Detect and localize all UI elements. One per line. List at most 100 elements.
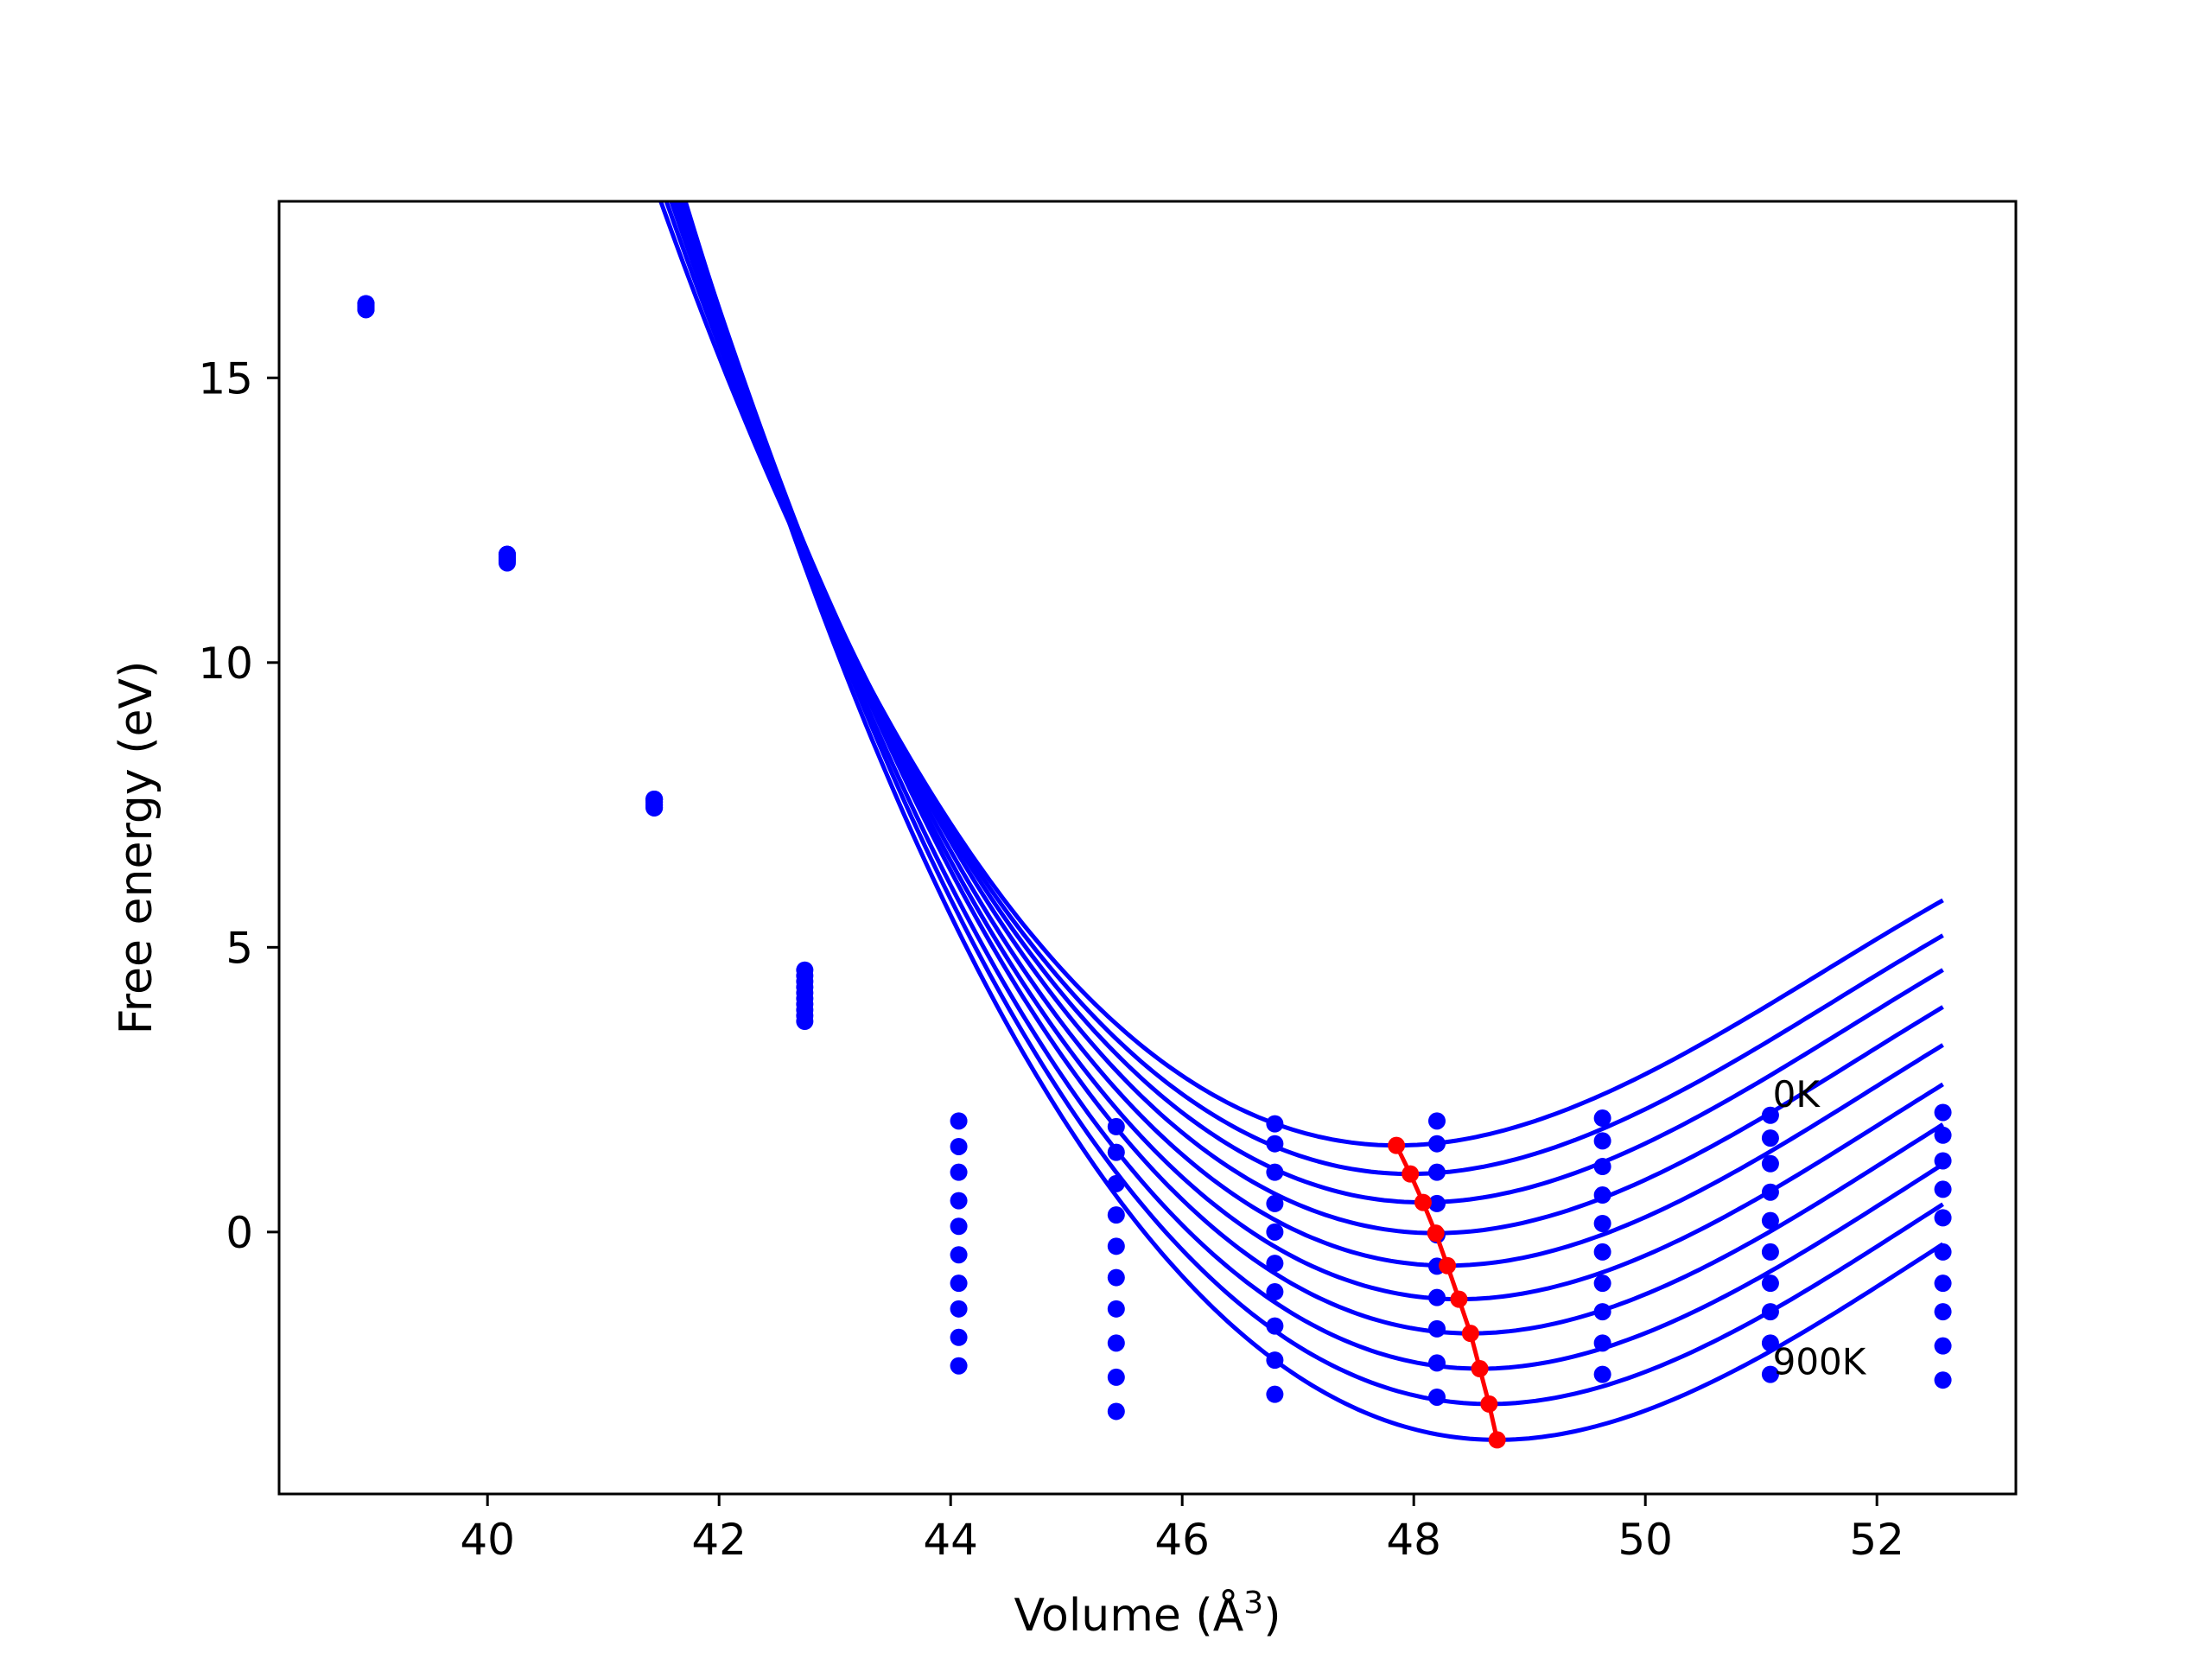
minimum-point bbox=[1414, 1193, 1432, 1211]
data-point-600K bbox=[950, 1274, 968, 1293]
fit-curve-900K bbox=[683, 201, 1944, 1442]
data-point-100K bbox=[1428, 1135, 1446, 1153]
x-tick-label: 40 bbox=[460, 1515, 515, 1565]
data-point-900K bbox=[498, 554, 516, 572]
fit-curve-100K bbox=[664, 201, 1944, 1177]
data-points bbox=[357, 295, 1952, 1421]
minimum-point bbox=[1480, 1395, 1498, 1413]
fit-curve-700K bbox=[682, 201, 1944, 1371]
data-point-0K bbox=[1934, 1103, 1952, 1122]
x-axis-label: Volume (Å3) bbox=[1014, 1586, 1281, 1642]
fit-curve-400K bbox=[676, 201, 1944, 1268]
y-tick-label: 15 bbox=[198, 353, 253, 404]
fit-curve-800K bbox=[683, 201, 1944, 1407]
fit-curve-200K bbox=[669, 201, 1944, 1205]
plot-frame bbox=[277, 200, 2018, 1496]
minimum-point bbox=[1439, 1256, 1457, 1274]
data-point-200K bbox=[1593, 1158, 1611, 1176]
data-point-500K bbox=[1593, 1243, 1611, 1261]
y-axis-label: Free energy (eV) bbox=[111, 661, 162, 1035]
plot-area bbox=[357, 201, 1952, 1449]
x-tick-label: 46 bbox=[1154, 1515, 1210, 1565]
data-point-200K bbox=[1428, 1163, 1446, 1181]
minimum-point bbox=[1488, 1431, 1506, 1449]
data-point-0K bbox=[1761, 1106, 1779, 1124]
data-point-800K bbox=[950, 1328, 968, 1346]
data-point-300K bbox=[1428, 1194, 1446, 1212]
data-point-0K bbox=[1593, 1109, 1611, 1128]
data-point-600K bbox=[1761, 1274, 1779, 1293]
y-axis-ticks: 0 5 10 15 bbox=[198, 353, 279, 1258]
x-axis-ticks: 40 42 44 46 48 50 52 bbox=[460, 1494, 1904, 1565]
data-point-700K bbox=[1761, 1303, 1779, 1321]
data-point-400K bbox=[1107, 1237, 1125, 1255]
data-point-200K bbox=[1266, 1163, 1284, 1181]
y-tick-label: 0 bbox=[226, 1208, 253, 1258]
annotation-900K: 900K bbox=[1773, 1341, 1867, 1383]
data-point-500K bbox=[1934, 1243, 1952, 1261]
data-point-200K bbox=[950, 1163, 968, 1181]
data-point-200K bbox=[1107, 1174, 1125, 1192]
data-point-0K bbox=[1428, 1112, 1446, 1130]
x-axis-label-superscript: 3 bbox=[1243, 1586, 1263, 1621]
x-tick-label: 42 bbox=[691, 1515, 747, 1565]
minimum-point bbox=[1402, 1165, 1420, 1183]
data-point-800K bbox=[1934, 1337, 1952, 1355]
fit-curve-300K bbox=[673, 201, 1944, 1236]
data-point-0K bbox=[950, 1112, 968, 1130]
y-tick-label: 10 bbox=[198, 639, 253, 689]
annotations: 0K 900K bbox=[1773, 1073, 1867, 1383]
data-point-700K bbox=[1934, 1303, 1952, 1321]
minimum-point bbox=[1461, 1325, 1479, 1343]
data-point-600K bbox=[1428, 1288, 1446, 1306]
data-point-700K bbox=[1428, 1319, 1446, 1338]
fit-curve-600K bbox=[682, 201, 1944, 1336]
x-tick-label: 52 bbox=[1849, 1515, 1904, 1565]
fit-curve-0K bbox=[658, 201, 1944, 1148]
data-point-600K bbox=[1266, 1283, 1284, 1301]
x-tick-label: 48 bbox=[1386, 1515, 1441, 1565]
data-point-900K bbox=[1761, 1365, 1779, 1383]
data-point-200K bbox=[1934, 1152, 1952, 1170]
data-point-900K bbox=[796, 1013, 814, 1031]
annotation-0K: 0K bbox=[1773, 1073, 1821, 1116]
minimum-point bbox=[1388, 1136, 1406, 1154]
data-point-800K bbox=[1761, 1334, 1779, 1352]
data-point-900K bbox=[1266, 1385, 1284, 1403]
data-point-800K bbox=[1266, 1351, 1284, 1370]
data-point-0K bbox=[1107, 1117, 1125, 1135]
data-point-900K bbox=[1934, 1371, 1952, 1389]
x-tick-label: 44 bbox=[923, 1515, 978, 1565]
data-point-900K bbox=[950, 1357, 968, 1375]
fit-curves bbox=[658, 201, 1944, 1442]
data-point-900K bbox=[357, 301, 375, 319]
minimum-curve bbox=[1388, 1136, 1506, 1449]
fit-curve-500K bbox=[679, 201, 1944, 1302]
data-point-700K bbox=[1266, 1317, 1284, 1335]
data-point-300K bbox=[950, 1192, 968, 1210]
minimum-point bbox=[1450, 1290, 1468, 1308]
minimum-point bbox=[1471, 1360, 1489, 1378]
y-tick-label: 5 bbox=[226, 923, 253, 973]
x-tick-label: 50 bbox=[1618, 1515, 1673, 1565]
data-point-100K bbox=[1266, 1135, 1284, 1153]
data-point-900K bbox=[1428, 1388, 1446, 1406]
data-point-0K bbox=[1266, 1115, 1284, 1133]
data-point-600K bbox=[1107, 1300, 1125, 1318]
data-point-100K bbox=[1761, 1129, 1779, 1147]
data-point-200K bbox=[1761, 1154, 1779, 1173]
data-point-300K bbox=[1593, 1186, 1611, 1205]
data-point-400K bbox=[1934, 1209, 1952, 1227]
data-point-600K bbox=[1934, 1274, 1952, 1293]
data-point-100K bbox=[1107, 1143, 1125, 1161]
data-point-500K bbox=[1761, 1243, 1779, 1261]
data-point-800K bbox=[1428, 1354, 1446, 1372]
data-point-400K bbox=[1593, 1214, 1611, 1232]
data-point-900K bbox=[645, 798, 664, 817]
data-point-700K bbox=[1107, 1334, 1125, 1352]
data-point-900K bbox=[1593, 1365, 1611, 1383]
data-point-900K bbox=[1107, 1402, 1125, 1421]
data-point-500K bbox=[1266, 1255, 1284, 1273]
data-point-700K bbox=[950, 1300, 968, 1318]
